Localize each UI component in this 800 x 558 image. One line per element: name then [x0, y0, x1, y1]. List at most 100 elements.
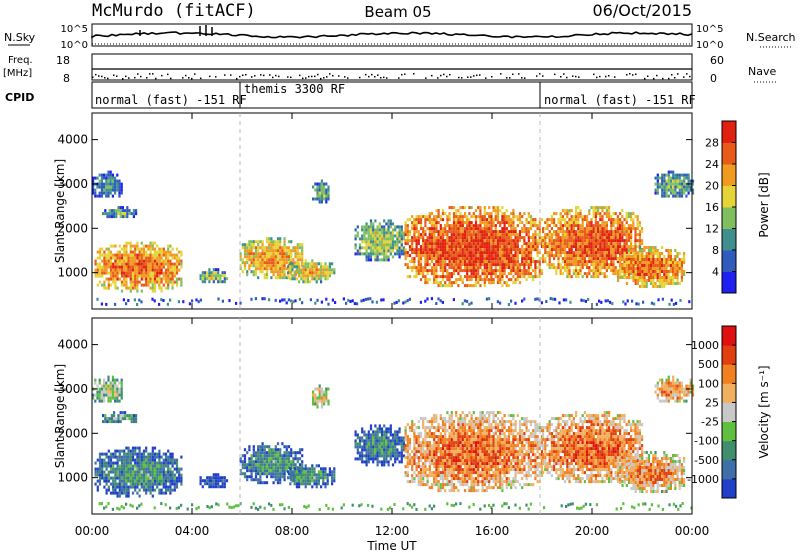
power-echo-cell: [521, 263, 523, 266]
power-echo-cell: [446, 224, 448, 227]
velocity-echo-cell: [125, 447, 127, 450]
power-echo-cell: [268, 255, 270, 258]
velocity-echo-cell: [266, 463, 268, 466]
power-echo-cell: [674, 183, 676, 186]
velocity-echo-cell: [152, 459, 154, 462]
power-echo-cell: [161, 266, 163, 269]
power-ground-cell: [514, 302, 516, 305]
power-echo-cell: [626, 261, 628, 264]
power-echo-cell: [508, 215, 510, 218]
power-echo-cell: [571, 257, 573, 260]
power-echo-cell: [121, 192, 123, 195]
power-echo-cell: [530, 221, 532, 224]
velocity-echo-cell: [270, 472, 272, 475]
power-echo-cell: [451, 230, 453, 233]
power-echo-cell: [431, 230, 433, 233]
power-echo-cell: [291, 262, 293, 265]
power-echo-cell: [688, 180, 690, 183]
power-echo-cell: [453, 224, 455, 227]
power-echo-cell: [575, 236, 577, 239]
power-echo-cell: [268, 261, 270, 264]
power-echo-cell: [277, 258, 279, 261]
power-echo-cell: [648, 252, 650, 255]
power-echo-cell: [141, 290, 143, 293]
power-echo-cell: [169, 251, 171, 254]
nave-dot: [107, 78, 109, 80]
nave-dot: [245, 74, 247, 76]
power-echo-cell: [246, 255, 248, 258]
power-echo-cell: [372, 237, 374, 240]
power-echo-cell: [460, 269, 462, 272]
nave-dot: [614, 76, 616, 78]
velocity-echo-cell: [253, 469, 255, 472]
power-echo-cell: [325, 201, 327, 204]
power-echo-cell: [370, 255, 372, 258]
power-echo-cell: [407, 239, 409, 242]
velocity-echo-cell: [150, 456, 152, 459]
power-echo-cell: [213, 277, 215, 280]
power-echo-cell: [464, 227, 466, 230]
power-echo-cell: [571, 221, 573, 224]
power-echo-cell: [251, 264, 253, 267]
power-echo-cell: [453, 248, 455, 251]
power-echo-cell: [123, 269, 125, 272]
velocity-echo-cell: [103, 465, 105, 468]
velocity-echo-cell: [172, 465, 174, 468]
power-echo-cell: [479, 284, 481, 287]
velocity-echo-cell: [174, 480, 176, 483]
power-echo-cell: [455, 224, 457, 227]
power-echo-cell: [464, 269, 466, 272]
power-echo-cell: [479, 215, 481, 218]
power-echo-cell: [468, 248, 470, 251]
power-echo-cell: [590, 248, 592, 251]
power-echo-cell: [388, 240, 390, 243]
power-echo-cell: [422, 275, 424, 278]
velocity-echo-cell: [211, 479, 213, 482]
power-echo-cell: [313, 262, 315, 265]
power-echo-cell: [167, 284, 169, 287]
power-echo-cell: [95, 269, 97, 272]
power-echo-cell: [101, 260, 103, 263]
power-echo-cell: [676, 252, 678, 255]
power-echo-cell: [619, 273, 621, 276]
power-echo-cell: [418, 239, 420, 242]
power-echo-cell: [433, 230, 435, 233]
power-echo-cell: [302, 268, 304, 271]
power-echo-cell: [610, 263, 612, 266]
nave-dot: [479, 74, 481, 76]
power-echo-cell: [573, 218, 575, 221]
power-echo-cell: [577, 239, 579, 242]
power-echo-cell: [560, 242, 562, 245]
power-echo-cell: [200, 274, 202, 277]
velocity-echo-cell: [97, 489, 99, 492]
power-echo-cell: [103, 186, 105, 189]
power-echo-cell: [401, 246, 403, 249]
power-echo-cell: [566, 239, 568, 242]
power-echo-cell: [484, 212, 486, 215]
power-echo-cell: [612, 221, 614, 224]
power-echo-cell: [118, 180, 120, 183]
power-ground-cell: [228, 299, 230, 302]
power-echo-cell: [268, 243, 270, 246]
power-echo-cell: [449, 227, 451, 230]
velocity-echo-cell: [150, 492, 152, 495]
velocity-echo-cell: [174, 468, 176, 471]
power-echo-cell: [143, 263, 145, 266]
power-echo-cell: [262, 264, 264, 267]
velocity-echo-cell: [277, 481, 279, 484]
power-echo-cell: [286, 261, 288, 264]
velocity-echo-cell: [150, 471, 152, 474]
velocity-echo-cell: [136, 453, 138, 456]
power-echo-cell: [560, 248, 562, 251]
power-echo-cell: [541, 218, 543, 221]
velocity-echo-cell: [273, 457, 275, 460]
power-echo-cell: [246, 246, 248, 249]
power-echo-cell: [510, 269, 512, 272]
power-echo-cell: [590, 263, 592, 266]
power-echo-cell: [641, 270, 643, 273]
power-echo-cell: [623, 239, 625, 242]
power-echo-cell: [599, 227, 601, 230]
power-echo-cell: [416, 266, 418, 269]
power-echo-cell: [573, 230, 575, 233]
power-echo-cell: [462, 239, 464, 242]
